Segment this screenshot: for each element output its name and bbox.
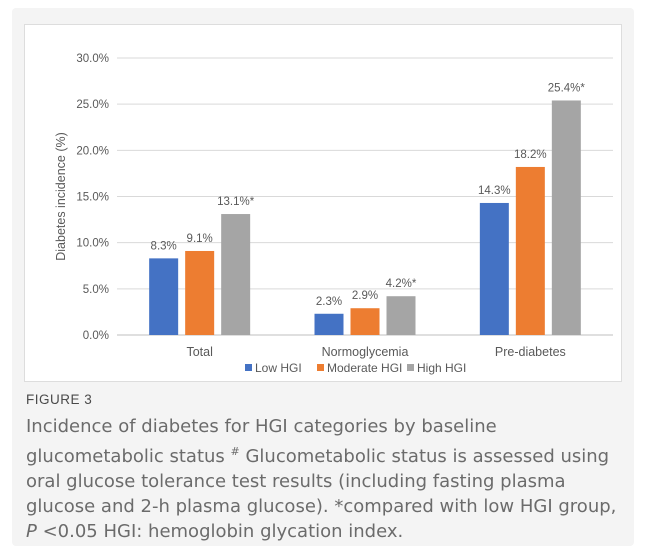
legend-label: Low HGI xyxy=(255,361,302,375)
data-label: 2.3% xyxy=(316,296,342,308)
y-tick-label: 0.0% xyxy=(83,330,109,342)
x-tick-label: Normoglycemia xyxy=(322,345,409,359)
caption-p-symbol: P xyxy=(26,521,37,542)
figure-label: FIGURE 3 xyxy=(26,392,93,407)
bar xyxy=(551,100,581,336)
figure-caption: Incidence of diabetes for HGI categories… xyxy=(26,414,630,544)
legend-swatch xyxy=(245,364,252,371)
bar xyxy=(479,202,509,335)
caption-text-1: Incidence of diabetes for HGI categories… xyxy=(26,416,497,467)
y-tick-label: 30.0% xyxy=(76,53,109,65)
legend-swatch xyxy=(317,364,324,371)
caption-text-2: Glucometabolic status is assessed using … xyxy=(26,446,617,517)
data-label: 8.3% xyxy=(151,240,177,252)
y-tick-label: 25.0% xyxy=(76,99,109,111)
data-label: 2.9% xyxy=(352,290,378,302)
data-label: 9.1% xyxy=(187,233,213,245)
caption-text-3: <0.05 HGI: hemoglobin glycation index. xyxy=(36,521,404,542)
chart-card: 0.0% 5.0% 10.0% 15.0% 20.0% 25.0% 30.0% Diabete… xyxy=(24,24,622,382)
bar xyxy=(221,214,251,335)
data-label: 4.2%* xyxy=(386,278,417,290)
legend-swatch xyxy=(407,364,414,371)
bar xyxy=(149,258,179,335)
bar xyxy=(386,296,416,335)
bar xyxy=(350,308,380,335)
y-tick-label: 20.0% xyxy=(76,145,109,157)
figure-panel: 0.0% 5.0% 10.0% 15.0% 20.0% 25.0% 30.0% Diabete… xyxy=(12,8,634,546)
y-tick-label: 5.0% xyxy=(83,284,109,296)
x-tick-label: Pre-diabetes xyxy=(495,345,566,359)
data-label: 14.3% xyxy=(478,185,511,197)
bar xyxy=(314,313,344,335)
data-label: 13.1%* xyxy=(217,196,255,208)
y-tick-label: 10.0% xyxy=(76,238,109,250)
caption-superscript: # xyxy=(230,445,240,458)
bar-chart: 0.0% 5.0% 10.0% 15.0% 20.0% 25.0% 30.0% Diabete… xyxy=(54,53,613,375)
legend-label: Moderate HGI xyxy=(327,361,402,375)
bar xyxy=(185,250,215,335)
bar xyxy=(515,166,545,335)
legend-label: High HGI xyxy=(417,361,466,375)
y-tick-label: 15.0% xyxy=(76,192,109,204)
y-axis-label: Diabetes incidence (%) xyxy=(54,132,68,261)
x-tick-label: Total xyxy=(186,345,212,359)
data-label: 25.4%* xyxy=(548,82,586,94)
data-label: 18.2% xyxy=(514,149,547,161)
